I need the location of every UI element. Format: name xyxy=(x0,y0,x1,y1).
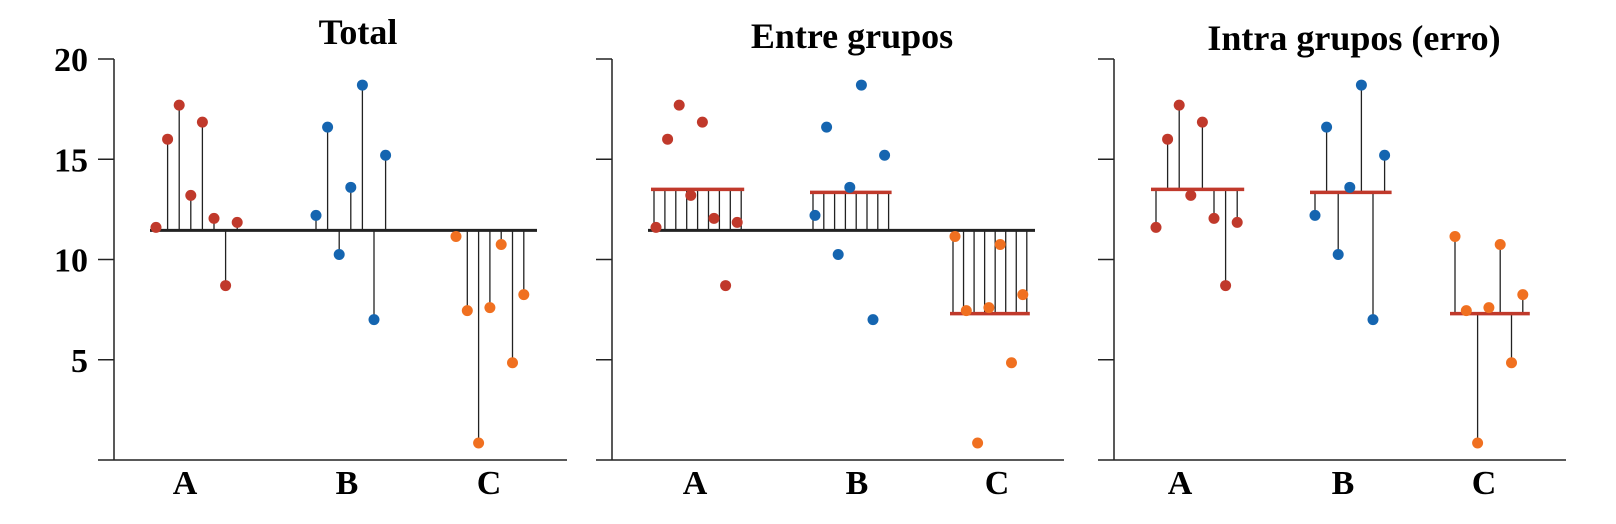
point-A-4 xyxy=(696,116,708,128)
y-tick-label-20: 20 xyxy=(54,42,88,79)
panel-within: Intra grupos (erro) A B C xyxy=(1098,18,1566,502)
category-label-B: B xyxy=(336,465,359,502)
point-C-1 xyxy=(960,305,972,317)
panel-title-total: Total xyxy=(319,12,398,52)
point-B-2 xyxy=(1332,248,1344,260)
point-A-6 xyxy=(220,280,232,292)
point-A-7 xyxy=(731,216,743,228)
point-B-3 xyxy=(1344,181,1356,193)
point-C-6 xyxy=(1517,289,1529,301)
point-A-5 xyxy=(1208,212,1220,224)
points xyxy=(1150,79,1529,449)
stems xyxy=(653,189,1028,314)
y-tick-label-10: 10 xyxy=(54,243,88,280)
category-label-A: A xyxy=(683,465,708,502)
point-A-5 xyxy=(708,212,720,224)
point-A-0 xyxy=(650,221,662,233)
point-B-6 xyxy=(879,149,891,161)
panel-total: Total A B C xyxy=(98,12,567,502)
point-C-0 xyxy=(450,230,462,242)
category-label-C: C xyxy=(985,465,1010,502)
points xyxy=(650,79,1029,449)
point-A-6 xyxy=(1220,280,1232,292)
category-label-A: A xyxy=(1168,465,1193,502)
point-B-1 xyxy=(322,121,334,133)
y-tick-label-15: 15 xyxy=(54,142,88,179)
point-A-0 xyxy=(150,221,162,233)
stems xyxy=(155,85,525,443)
category-label-B: B xyxy=(1332,465,1355,502)
point-B-0 xyxy=(809,209,821,221)
point-C-5 xyxy=(507,357,518,369)
category-label-B: B xyxy=(846,465,869,502)
point-B-2 xyxy=(832,248,844,260)
point-C-2 xyxy=(1472,437,1484,449)
point-C-4 xyxy=(994,238,1006,250)
point-C-1 xyxy=(1460,305,1472,317)
point-A-7 xyxy=(1231,216,1243,228)
point-C-3 xyxy=(1483,302,1495,314)
point-A-2 xyxy=(673,99,685,111)
point-B-3 xyxy=(345,181,357,193)
point-B-2 xyxy=(333,248,345,260)
point-B-5 xyxy=(1367,314,1379,326)
point-B-4 xyxy=(356,79,368,91)
category-label-C: C xyxy=(1472,465,1497,502)
point-B-5 xyxy=(867,314,879,326)
point-B-1 xyxy=(1321,121,1333,133)
point-A-3 xyxy=(685,189,697,201)
point-B-6 xyxy=(1379,149,1391,161)
point-A-1 xyxy=(162,133,174,145)
point-A-4 xyxy=(1196,116,1208,128)
point-C-0 xyxy=(949,230,961,242)
point-A-2 xyxy=(173,99,185,111)
point-A-1 xyxy=(1162,133,1174,145)
point-C-3 xyxy=(983,302,995,314)
category-label-A: A xyxy=(173,465,198,502)
point-A-3 xyxy=(1185,189,1197,201)
point-A-1 xyxy=(662,133,674,145)
point-C-2 xyxy=(972,437,984,449)
point-B-6 xyxy=(380,149,392,161)
point-A-0 xyxy=(1150,221,1162,233)
point-C-6 xyxy=(518,289,530,301)
point-B-0 xyxy=(310,209,322,221)
point-C-6 xyxy=(1017,289,1029,301)
y-tick-label-5: 5 xyxy=(71,343,88,380)
point-C-4 xyxy=(495,238,507,250)
point-A-6 xyxy=(720,280,732,292)
point-A-5 xyxy=(208,212,220,224)
point-A-4 xyxy=(196,116,208,128)
stems xyxy=(1155,85,1524,443)
point-C-5 xyxy=(1506,357,1517,369)
point-C-2 xyxy=(473,437,485,449)
panel-title-within: Intra grupos (erro) xyxy=(1207,18,1500,58)
panel-between: Entre grupos A B C xyxy=(596,16,1064,502)
point-A-2 xyxy=(1173,99,1185,111)
point-C-0 xyxy=(1449,230,1461,242)
point-C-4 xyxy=(1494,238,1506,250)
panel-title-between: Entre grupos xyxy=(751,16,953,56)
y-tick-labels: 5 10 15 20 xyxy=(54,42,88,380)
point-B-5 xyxy=(368,314,380,326)
point-A-3 xyxy=(185,189,197,201)
point-B-4 xyxy=(1355,79,1367,91)
points xyxy=(150,79,530,449)
point-C-5 xyxy=(1006,357,1017,369)
point-B-0 xyxy=(1309,209,1321,221)
category-label-C: C xyxy=(477,465,502,502)
point-B-4 xyxy=(855,79,867,91)
point-B-3 xyxy=(844,181,856,193)
point-C-1 xyxy=(461,305,473,317)
point-B-1 xyxy=(821,121,833,133)
point-C-3 xyxy=(484,302,496,314)
point-A-7 xyxy=(231,216,243,228)
